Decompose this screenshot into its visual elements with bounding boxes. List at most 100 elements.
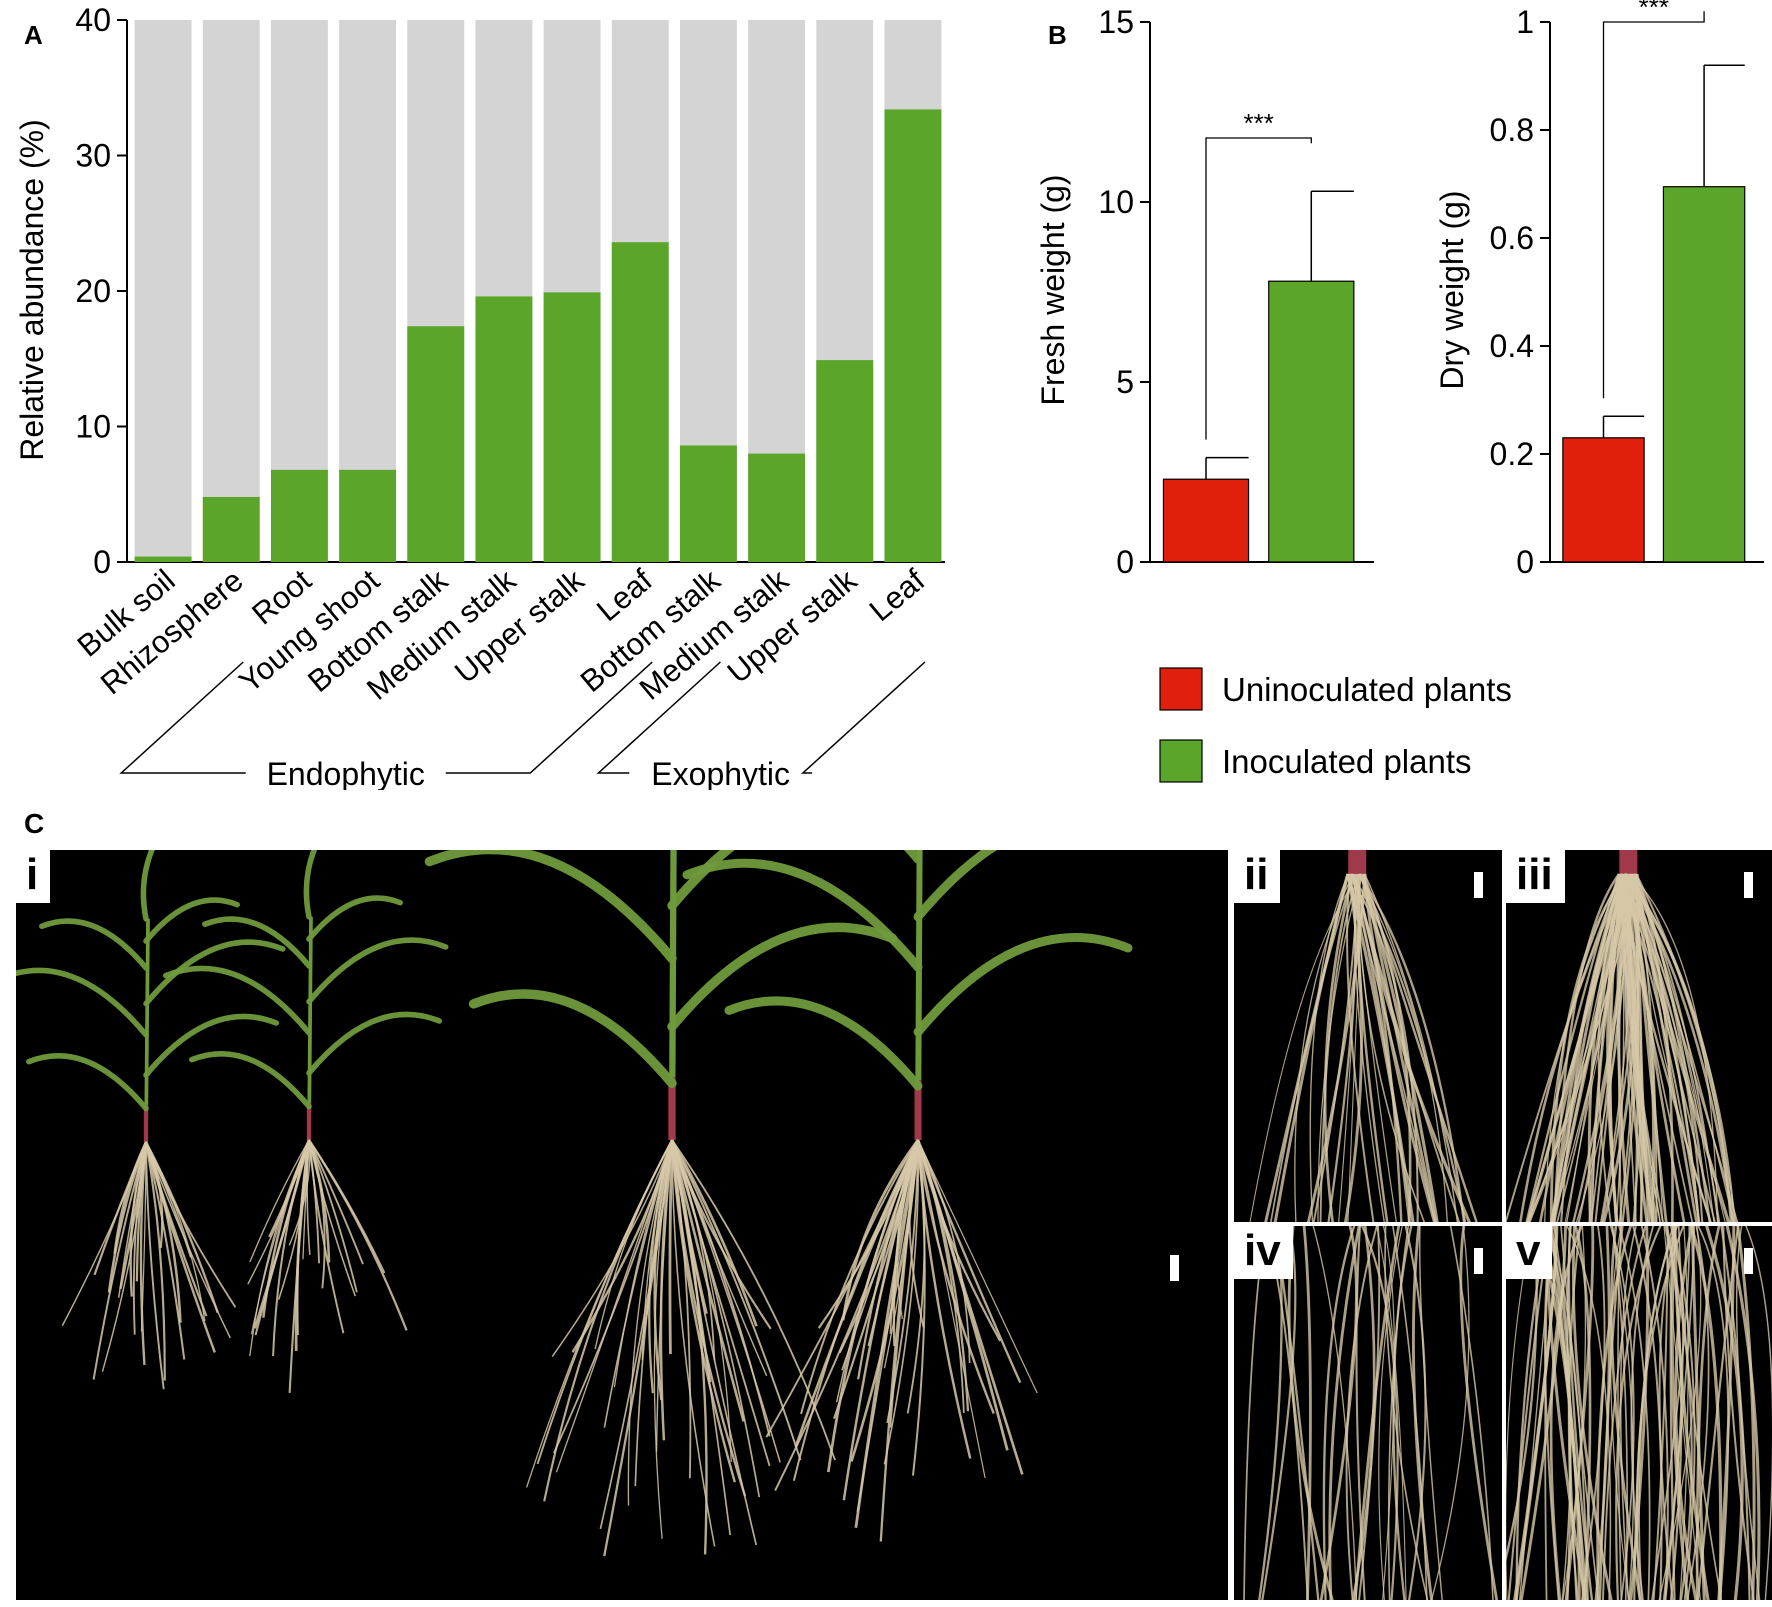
plant-root bbox=[648, 1139, 674, 1394]
plant-root bbox=[308, 1139, 386, 1274]
plant-root bbox=[671, 1139, 692, 1479]
root-strand bbox=[1674, 1226, 1698, 1600]
group-bracket bbox=[119, 661, 246, 774]
root-strand bbox=[1633, 1226, 1679, 1600]
root-strand bbox=[1357, 873, 1466, 1222]
root-strand bbox=[1623, 873, 1637, 1222]
scale-bar bbox=[1744, 1248, 1753, 1274]
y-tick-label: 0.8 bbox=[1490, 112, 1534, 148]
photo-panel-v: v bbox=[1506, 1226, 1772, 1600]
root-strand bbox=[1591, 873, 1626, 1222]
plant-root bbox=[916, 1139, 970, 1412]
plant-root bbox=[670, 1139, 736, 1483]
root-strand bbox=[1623, 873, 1735, 1222]
legend-label: Inoculated plants bbox=[1222, 743, 1472, 780]
plant-root bbox=[794, 1139, 920, 1448]
root-strand bbox=[1720, 1226, 1751, 1600]
root-strand bbox=[1327, 873, 1357, 1222]
root-strand bbox=[1411, 1226, 1434, 1600]
photo-panel-iii: iii bbox=[1506, 850, 1772, 1222]
plant-root bbox=[911, 1139, 926, 1476]
root-strand bbox=[1264, 873, 1350, 1222]
bar bbox=[884, 109, 942, 563]
plant-leaf bbox=[143, 939, 286, 1007]
y-axis-label: Relative abundance (%) bbox=[14, 119, 50, 461]
plant-leaf bbox=[667, 922, 898, 1032]
plant-leaf bbox=[162, 965, 312, 1036]
y-axis-label: Fresh weight (g) bbox=[1035, 174, 1071, 405]
plant-root bbox=[655, 1139, 673, 1452]
root-strand bbox=[1328, 1226, 1361, 1600]
plant-root bbox=[817, 1139, 920, 1329]
root-strand bbox=[1594, 873, 1638, 1222]
plant-root bbox=[889, 1139, 919, 1428]
root-crown bbox=[1348, 850, 1367, 876]
root-strand bbox=[1673, 1226, 1710, 1600]
y-tick-label: 0.6 bbox=[1490, 220, 1534, 256]
y-tick-label: 0.4 bbox=[1490, 328, 1534, 364]
root-strand bbox=[1669, 1226, 1696, 1600]
plant-root bbox=[253, 1139, 311, 1329]
significance-bracket bbox=[1602, 11, 1705, 399]
roots-illustration-ii bbox=[1249, 850, 1478, 1222]
root-strand bbox=[1571, 1226, 1613, 1600]
group-bracket bbox=[800, 661, 926, 774]
plant-leaf bbox=[306, 1011, 442, 1076]
root-strand bbox=[1633, 873, 1721, 1222]
y-tick-label: 1 bbox=[1516, 4, 1534, 40]
root-strand bbox=[1459, 1226, 1499, 1600]
group-label: Exophytic bbox=[651, 756, 790, 790]
root-strand bbox=[1519, 1226, 1567, 1600]
plant-root bbox=[671, 1139, 802, 1461]
bar bbox=[543, 292, 601, 562]
root-strand bbox=[1725, 1226, 1761, 1600]
panel-label-c-text: C bbox=[24, 808, 45, 839]
root-strand bbox=[1567, 1226, 1582, 1600]
root-strand bbox=[1358, 873, 1412, 1222]
root-strand bbox=[1617, 873, 1712, 1222]
plant-leaf bbox=[202, 916, 312, 969]
y-tick-label: 0 bbox=[1516, 544, 1534, 580]
plant-root bbox=[307, 1139, 331, 1263]
significance-label: *** bbox=[1243, 108, 1273, 138]
root-strand bbox=[1375, 1226, 1407, 1600]
root-strand bbox=[1525, 873, 1620, 1222]
plant-leaf bbox=[143, 897, 240, 944]
bar bbox=[1562, 437, 1645, 563]
plant-leaf bbox=[667, 850, 735, 911]
plant-root bbox=[599, 1139, 673, 1530]
root-crown bbox=[1619, 850, 1638, 876]
root-strand bbox=[1689, 1226, 1723, 1600]
plants-illustration bbox=[16, 850, 1133, 1557]
plant-leaf bbox=[16, 967, 149, 1038]
significance-bracket bbox=[1205, 137, 1312, 440]
scale-bar bbox=[1744, 872, 1753, 898]
bar bbox=[1162, 478, 1250, 563]
plant-root bbox=[838, 1139, 919, 1354]
bar-background bbox=[202, 20, 260, 562]
x-tick-label: Leaf bbox=[863, 562, 932, 628]
plant-root bbox=[139, 1141, 148, 1365]
photo-label-iv: iv bbox=[1234, 1226, 1293, 1279]
plant-root bbox=[294, 1139, 311, 1351]
fresh-weight-chart: 0 5 10 15 *** Fresh weight (g) bbox=[1035, 4, 1374, 580]
photo-panel-ii: ii bbox=[1234, 850, 1502, 1222]
plant-leaf bbox=[39, 918, 149, 971]
root-strand bbox=[1651, 1226, 1691, 1600]
root-strand bbox=[1507, 1226, 1551, 1600]
y-tick-label: 15 bbox=[1098, 4, 1134, 40]
bar-background bbox=[134, 20, 192, 562]
photo-label-iii: iii bbox=[1506, 850, 1565, 903]
plant bbox=[682, 850, 1133, 1542]
root-strand bbox=[1358, 1226, 1381, 1600]
plant-root bbox=[883, 1139, 920, 1465]
root-strand bbox=[1378, 1226, 1403, 1600]
bar bbox=[339, 469, 397, 562]
root-strand bbox=[1652, 1226, 1669, 1600]
plant-root bbox=[671, 1139, 771, 1467]
bar bbox=[748, 453, 806, 562]
group-bracket bbox=[596, 661, 721, 774]
root-strand bbox=[1717, 1226, 1736, 1600]
plant-leaf bbox=[303, 850, 318, 920]
